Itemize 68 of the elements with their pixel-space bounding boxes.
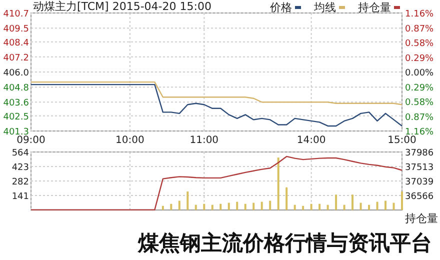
bar (162, 206, 164, 210)
bar (318, 204, 321, 210)
y2-axis-title: 持仓量 (405, 212, 438, 225)
y2-tick-label: 37986 (405, 148, 434, 158)
x-tick-label: 10:00 (116, 135, 144, 146)
bar (368, 204, 370, 210)
bar (392, 202, 395, 210)
legend-label: 均线 (313, 1, 336, 14)
bar (335, 194, 338, 210)
bar (178, 200, 180, 210)
x-tick-label: 09:00 (16, 135, 46, 146)
bar (269, 200, 272, 210)
y-tick-label: 410.7 (3, 10, 29, 20)
bar (277, 158, 280, 210)
bar (228, 202, 230, 210)
x-tick-label: 11:00 (190, 135, 219, 146)
y2-tick-label: 0.58% (405, 98, 434, 108)
bar (302, 206, 304, 210)
bar (326, 204, 329, 210)
y2-tick-label: 1.16% (405, 10, 434, 20)
line-series (30, 84, 403, 127)
bar (252, 202, 255, 210)
bar (260, 202, 263, 210)
y2-tick-label: 0.29% (405, 83, 434, 94)
y-tick-label: 282 (12, 178, 29, 188)
chart-title: 动煤主力[TCM] 2015-04-20 15:00 (33, 0, 212, 13)
bar (194, 204, 197, 210)
y-tick-label: 408.4 (3, 38, 30, 48)
y2-tick-label: 36566 (405, 192, 434, 202)
bar (376, 202, 378, 210)
bar (294, 204, 296, 210)
y2-tick-label: 0.29% (405, 54, 434, 64)
y-tick-label: 141 (12, 192, 29, 202)
bar (220, 204, 222, 210)
y-tick-label: 409.5 (3, 24, 29, 35)
text: 煤焦钢主流价格行情与资讯平台 (137, 231, 432, 255)
y-tick-label: 423 (12, 163, 29, 173)
y-tick-label: 406.0 (3, 68, 30, 78)
bar (203, 204, 206, 210)
bar (236, 202, 238, 210)
y-tick-label: 403.6 (3, 98, 30, 109)
bar (170, 204, 172, 210)
bar (211, 204, 214, 210)
legend-label: 价格 (269, 1, 292, 14)
y-tick-label: 407.2 (3, 53, 29, 64)
y2-tick-label: 37039 (405, 178, 434, 188)
y-tick-label: 564 (12, 148, 30, 158)
x-tick-label: 14:00 (296, 135, 326, 146)
bar (360, 202, 362, 210)
bar (343, 204, 346, 210)
bar (186, 191, 189, 210)
legend-label: 持仓量 (358, 1, 391, 14)
bar (384, 200, 387, 210)
y-tick-label: 402.5 (3, 112, 29, 122)
y2-tick-label: 0.00% (405, 68, 434, 78)
y2-tick-label: 0.87% (405, 24, 434, 34)
bar (286, 187, 288, 210)
y-tick-label: 404.8 (3, 84, 30, 94)
y2-tick-label: 37513 (405, 162, 434, 173)
y2-tick-label: 0.58% (405, 39, 434, 49)
line-series (30, 156, 403, 210)
bar (401, 191, 403, 210)
bar (352, 194, 354, 210)
bar (244, 204, 246, 210)
x-tick-label: 15:00 (388, 135, 416, 146)
y2-tick-label: 0.87% (405, 112, 434, 123)
bar (310, 204, 312, 210)
line-series (30, 81, 403, 106)
